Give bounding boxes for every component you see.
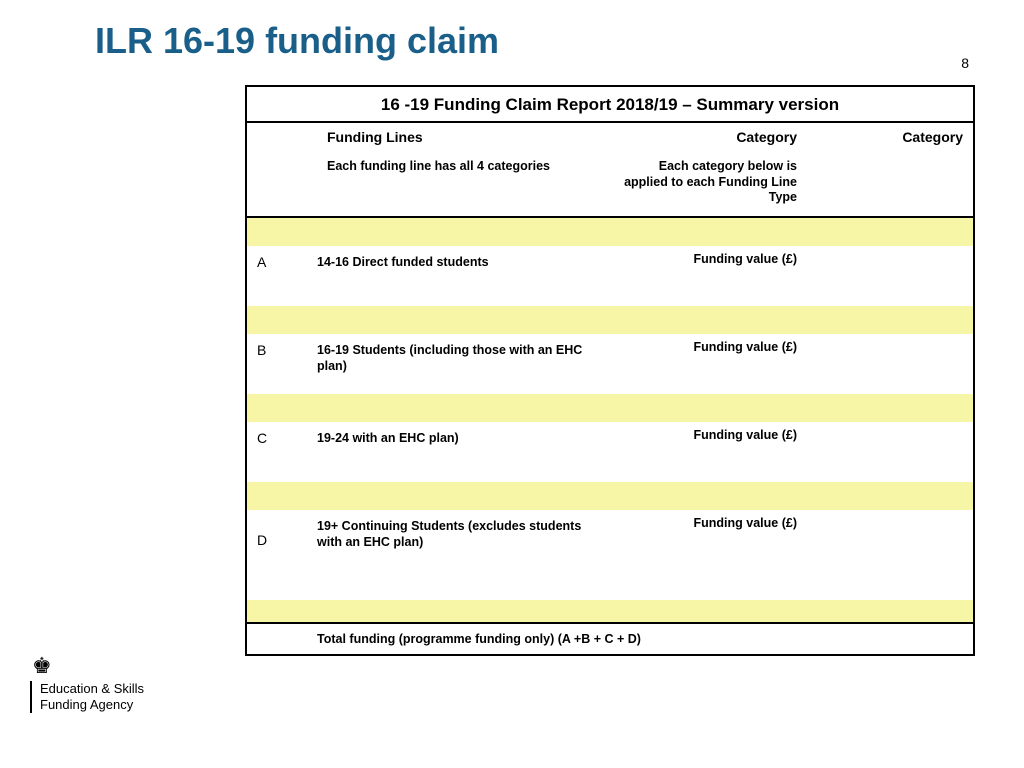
crest-icon: ♚ (30, 655, 144, 677)
header-funding-lines-sub: Each funding line has all 4 categories (327, 159, 597, 173)
table-body: A 14-16 Direct funded students Funding v… (247, 218, 973, 622)
table-row: A 14-16 Direct funded students Funding v… (247, 246, 973, 306)
table-row: B 16-19 Students (including those with a… (247, 334, 973, 394)
header-category1-sub: Each category below is applied to each F… (617, 159, 797, 206)
stripe (247, 394, 973, 422)
row-desc: 14-16 Direct funded students (317, 246, 607, 306)
stripe (247, 600, 973, 622)
header-category1: Category (617, 129, 797, 145)
page-number: 8 (961, 55, 969, 71)
row-letter: A (247, 246, 317, 306)
funding-table: 16 -19 Funding Claim Report 2018/19 – Su… (245, 85, 975, 656)
stripe (247, 482, 973, 510)
table-title: 16 -19 Funding Claim Report 2018/19 – Su… (247, 87, 973, 123)
header-category2: Category (817, 129, 963, 145)
header-funding-lines: Funding Lines (327, 129, 597, 145)
row-letter: C (247, 422, 317, 482)
stripe (247, 218, 973, 246)
total-row: Total funding (programme funding only) (… (247, 622, 973, 654)
total-label: Total funding (programme funding only) (… (317, 624, 973, 654)
footer-line1: Education & Skills (40, 681, 144, 697)
row-letter: D (247, 510, 317, 600)
row-value-label: Funding value (£) (607, 422, 807, 482)
row-letter: B (247, 334, 317, 394)
slide-title: ILR 16-19 funding claim (95, 20, 499, 62)
stripe (247, 306, 973, 334)
row-value-label: Funding value (£) (607, 334, 807, 394)
table-row: D 19+ Continuing Students (excludes stud… (247, 510, 973, 600)
footer-line2: Funding Agency (40, 697, 144, 713)
table-row: C 19-24 with an EHC plan) Funding value … (247, 422, 973, 482)
row-desc: 19+ Continuing Students (excludes studen… (317, 510, 607, 600)
row-value-label: Funding value (£) (607, 246, 807, 306)
footer-logo: ♚ Education & Skills Funding Agency (30, 655, 144, 714)
row-desc: 19-24 with an EHC plan) (317, 422, 607, 482)
row-desc: 16-19 Students (including those with an … (317, 334, 607, 394)
row-value-label: Funding value (£) (607, 510, 807, 600)
table-header-row: Funding Lines Each funding line has all … (247, 123, 973, 218)
